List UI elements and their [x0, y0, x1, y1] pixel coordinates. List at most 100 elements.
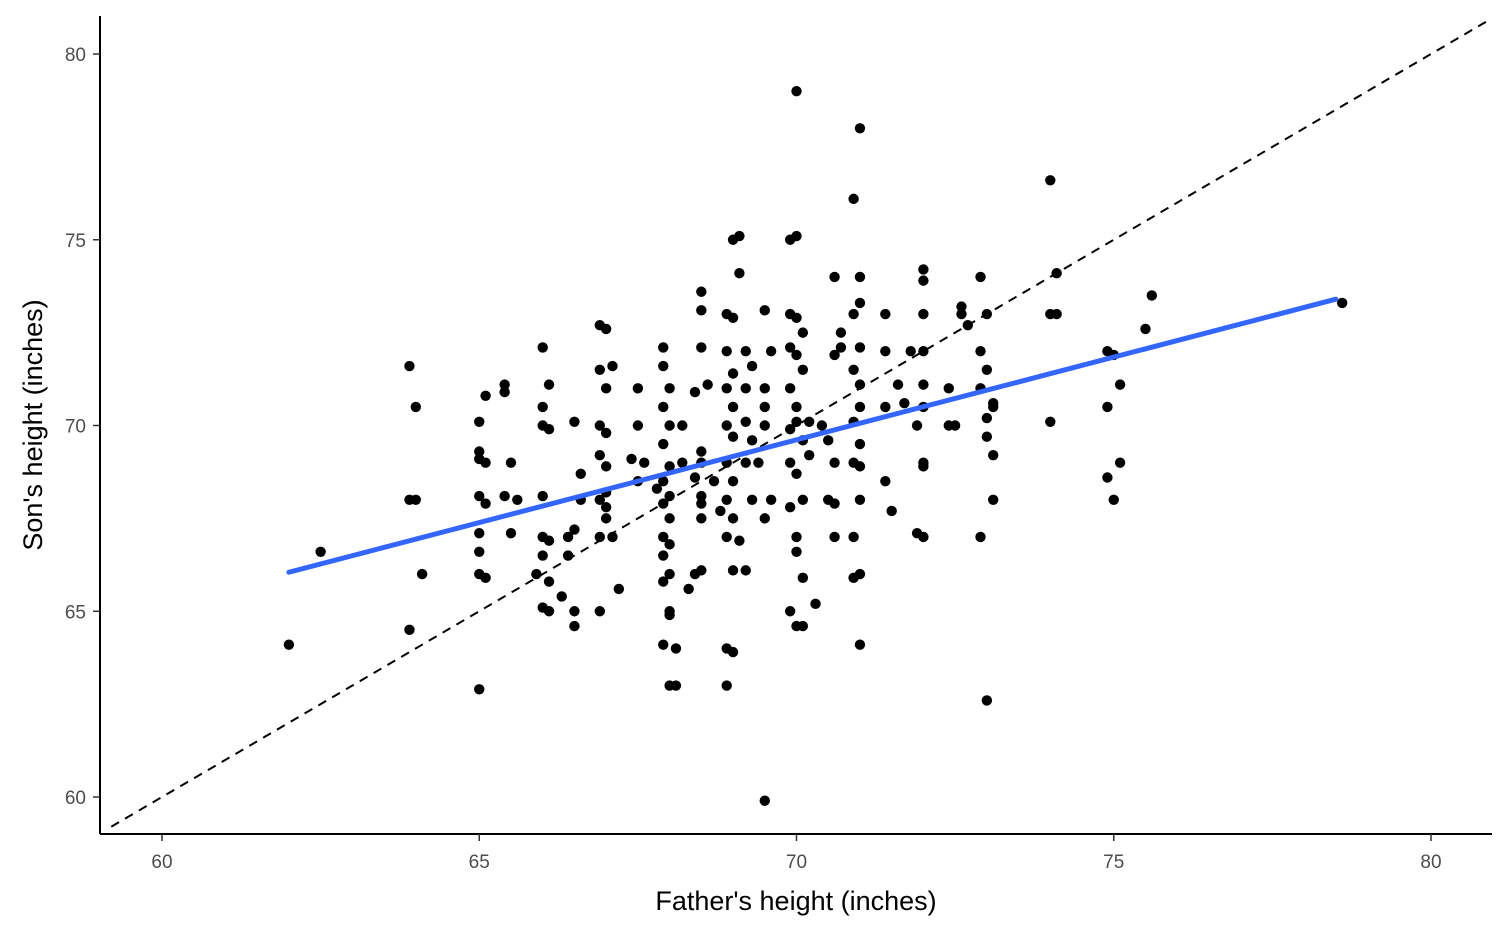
data-point	[658, 360, 669, 372]
data-point	[600, 461, 612, 472]
x-axis-title: Father's height (inches)	[655, 886, 936, 916]
data-point	[569, 524, 580, 535]
data-point	[613, 583, 625, 595]
data-point	[797, 494, 809, 505]
data-point	[404, 360, 415, 372]
data-point	[404, 494, 415, 505]
data-point	[727, 476, 739, 487]
data-point	[784, 606, 796, 617]
data-point	[848, 308, 859, 320]
data-point	[854, 342, 866, 353]
data-point	[658, 498, 669, 509]
data-point	[505, 528, 517, 539]
data-point	[708, 476, 720, 487]
data-point	[499, 379, 510, 390]
data-point	[975, 531, 986, 543]
data-point	[658, 476, 669, 487]
data-point	[848, 531, 859, 543]
data-point	[499, 490, 510, 502]
data-point	[823, 435, 834, 446]
data-point	[721, 383, 732, 394]
data-point	[658, 639, 669, 650]
data-point	[854, 438, 866, 450]
identity-reference-line	[110, 19, 1489, 828]
data-point	[594, 364, 606, 375]
data-point	[905, 346, 916, 357]
data-point	[791, 468, 802, 479]
data-point	[664, 461, 675, 472]
data-point	[696, 498, 707, 509]
data-point	[569, 416, 580, 427]
data-point	[740, 457, 751, 468]
data-point	[740, 346, 751, 357]
x-axis-ticks: 60 65 70 75 80	[151, 834, 1442, 873]
data-point	[594, 420, 606, 431]
data-point	[632, 383, 644, 394]
y-axis-title: Son's height (inches)	[18, 299, 48, 550]
y-tick-label: 75	[65, 231, 86, 252]
y-tick-label: 60	[65, 788, 86, 809]
data-point	[918, 379, 929, 390]
data-point	[1114, 457, 1126, 468]
data-point	[480, 390, 491, 401]
data-point	[727, 646, 739, 658]
data-point	[803, 450, 815, 461]
data-point	[791, 349, 802, 361]
data-point	[987, 450, 999, 461]
data-point	[474, 528, 485, 539]
data-point	[759, 513, 770, 524]
data-point	[283, 639, 295, 650]
data-point	[562, 531, 574, 543]
data-point	[607, 360, 618, 372]
data-point	[784, 383, 796, 394]
data-point	[696, 513, 707, 524]
data-point	[797, 620, 809, 632]
data-point	[531, 568, 542, 580]
data-point	[410, 401, 421, 413]
data-point	[632, 420, 644, 431]
plot-area	[110, 19, 1489, 828]
data-point	[689, 472, 701, 483]
data-point	[740, 565, 751, 576]
data-point	[765, 494, 777, 505]
data-point	[727, 368, 739, 379]
data-point	[537, 550, 548, 561]
data-point	[658, 576, 669, 587]
data-point	[848, 364, 859, 375]
data-point	[670, 680, 682, 691]
data-point	[480, 572, 491, 584]
data-point	[987, 494, 999, 505]
data-point	[1045, 175, 1056, 186]
data-point	[753, 457, 764, 468]
data-point	[696, 446, 707, 457]
data-point	[689, 568, 701, 580]
data-point	[721, 531, 732, 543]
data-point	[537, 401, 548, 413]
data-point	[759, 383, 770, 394]
data-point	[740, 383, 751, 394]
data-point	[791, 416, 802, 427]
data-point	[569, 606, 580, 617]
data-point	[721, 346, 732, 357]
data-point	[956, 308, 967, 320]
data-point	[512, 494, 523, 505]
data-point	[848, 193, 859, 205]
data-point	[556, 591, 567, 602]
data-point	[670, 643, 682, 654]
data-point	[575, 468, 586, 479]
data-point	[848, 572, 859, 584]
data-point	[1051, 308, 1062, 320]
regression-fit-line	[286, 296, 1339, 575]
data-point	[746, 360, 758, 372]
data-point	[829, 531, 840, 543]
data-point	[639, 457, 650, 468]
data-point	[543, 606, 555, 617]
data-point	[759, 795, 770, 806]
data-point	[600, 427, 612, 439]
data-point	[784, 457, 796, 468]
points-layer	[283, 85, 1348, 806]
data-point	[911, 420, 923, 431]
data-point	[721, 680, 732, 691]
data-point	[696, 490, 707, 502]
data-point	[746, 494, 758, 505]
